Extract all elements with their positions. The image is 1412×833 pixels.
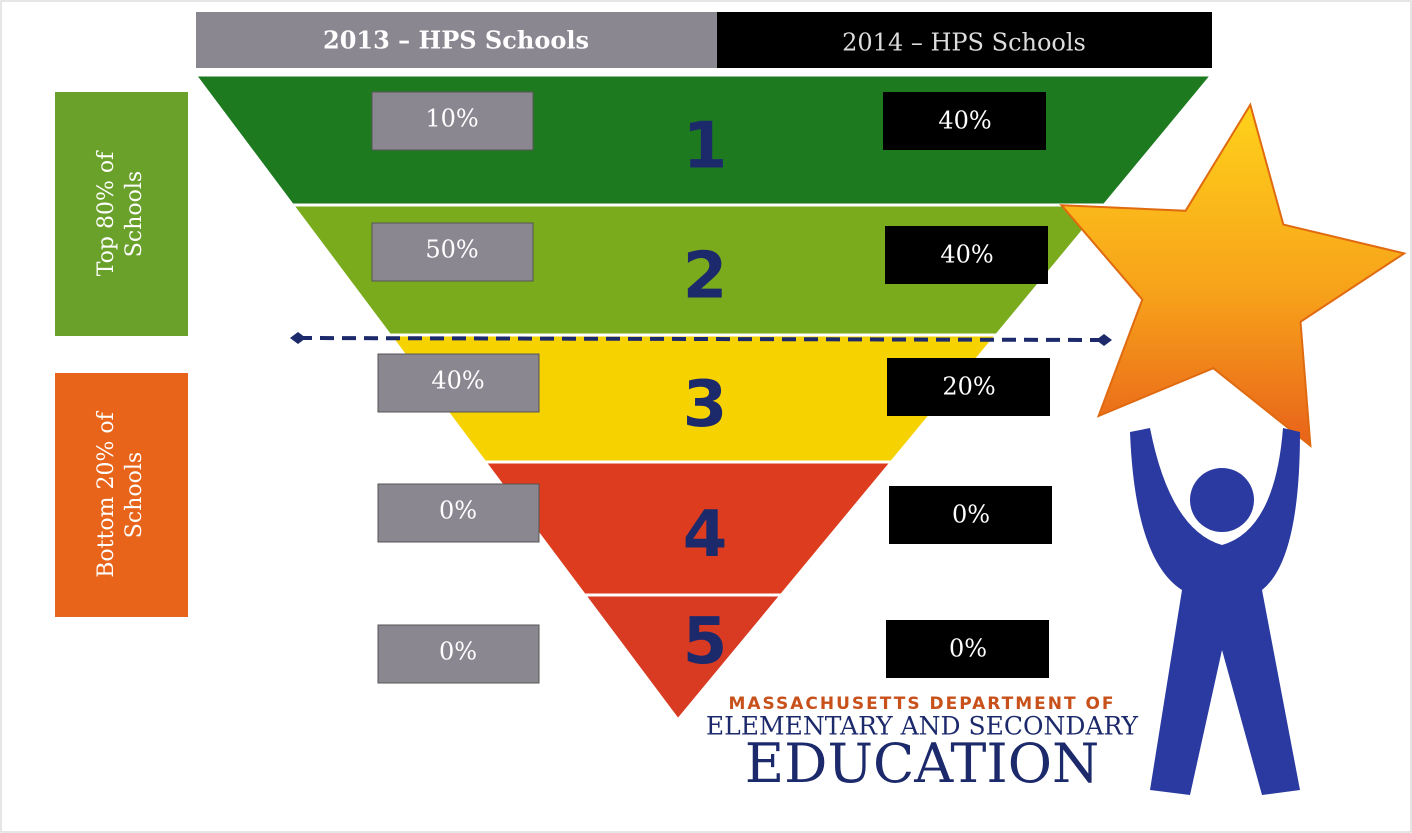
divider-end — [1096, 334, 1112, 346]
level-number: 2 — [683, 240, 728, 314]
value-2014: 40% — [938, 107, 991, 135]
star-icon — [1059, 102, 1407, 448]
box-2013 — [371, 91, 534, 151]
box-2013 — [377, 624, 540, 684]
box-2014 — [885, 226, 1048, 284]
value-2013: 10% — [425, 105, 478, 133]
divider — [297, 336, 1105, 342]
funnel: 10% 40%150% 40%240% 20%30% 0%40% 0%5 — [192, 73, 1216, 723]
box-2014 — [889, 486, 1052, 544]
figure-icon — [1130, 428, 1300, 795]
value-2014: 20% — [942, 373, 995, 401]
logo-line1: MASSACHUSETTS DEPARTMENT OF — [728, 694, 1115, 714]
value-2014: 0% — [952, 501, 990, 529]
box-2013 — [377, 483, 540, 543]
logo-line3: EDUCATION — [745, 732, 1099, 795]
box-2014 — [887, 358, 1050, 416]
header-right-box — [717, 12, 1212, 68]
header-left: 2013 – HPS Schools — [323, 26, 589, 55]
side-bottom-box — [55, 373, 188, 617]
box-2014 — [886, 620, 1049, 678]
header-right: 2014 – HPS Schools — [842, 29, 1086, 57]
level-number: 3 — [683, 368, 728, 442]
logo-line2: ELEMENTARY AND SECONDARY — [706, 712, 1139, 741]
header-left-box — [196, 12, 717, 68]
side-top: Top 80% of Schools — [94, 150, 147, 276]
side-bottom: Bottom 20% of Schools — [94, 410, 147, 577]
value-2013: 40% — [431, 367, 484, 395]
level-number: 5 — [683, 605, 728, 679]
value-2013: 50% — [425, 236, 478, 264]
value-2014: 40% — [940, 241, 993, 269]
level-number: 1 — [683, 110, 728, 184]
funnel-band — [581, 593, 785, 723]
box-2013 — [371, 222, 534, 282]
box-2014 — [883, 92, 1046, 150]
value-2014: 0% — [949, 635, 987, 663]
level-number: 4 — [683, 498, 728, 572]
value-2013: 0% — [439, 638, 477, 666]
side-top-box — [55, 92, 188, 336]
value-2013: 0% — [439, 497, 477, 525]
box-2013 — [377, 353, 540, 413]
divider-end — [290, 332, 306, 344]
